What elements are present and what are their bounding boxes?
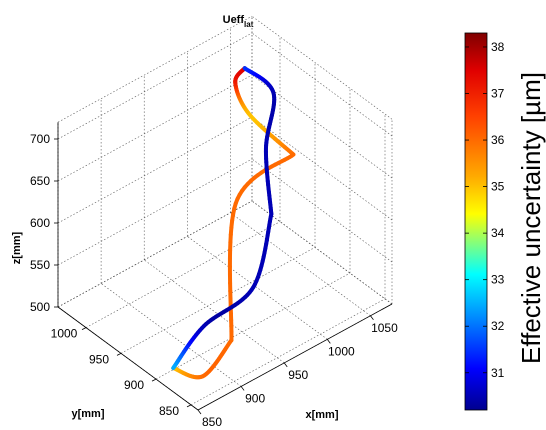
x-tick-mark: [370, 315, 374, 321]
y-tick-label: 1000: [51, 327, 78, 341]
y-tick-label: 950: [89, 352, 109, 366]
floor-grid-line: [85, 221, 281, 328]
x-tick-mark: [327, 339, 331, 344]
wall-grid-line: [57, 74, 253, 182]
y-tick-mark: [116, 352, 122, 356]
x-axis-line: [197, 303, 393, 411]
wall-grid-line: [57, 32, 253, 140]
colorbar-ticks: 31 32 33 34 35 36 37 38: [465, 40, 505, 380]
floor-grid-line: [100, 283, 242, 387]
wall-grid-line: [251, 32, 393, 137]
x-tick-label: 1000: [328, 344, 355, 358]
z-axis-label: z[mm]: [11, 231, 23, 264]
floor-grid-line: [57, 200, 253, 308]
colorbar-tick-label: 31: [491, 366, 505, 380]
wall-grid-line: [57, 200, 253, 308]
colorbar-tick-label: 33: [491, 273, 505, 287]
wall-grid-line: [57, 15, 253, 123]
colorbar-tick-label: 38: [491, 40, 505, 54]
y-tick-mark: [81, 327, 87, 330]
colorbar-tick-label: 35: [491, 180, 505, 194]
colorbar-label: Effective uncertainty [µm]: [516, 72, 546, 364]
curve-segment-4: [171, 364, 177, 370]
x-tick-mark: [197, 409, 202, 415]
z-tick-label: 650: [30, 174, 50, 188]
wall-grid-line: [251, 116, 393, 221]
y-tick-mark: [151, 378, 157, 382]
z-tick-label: 500: [30, 300, 50, 314]
wall-grid-line: [57, 200, 253, 308]
x-tick-label: 900: [245, 391, 265, 405]
x-tick-mark: [283, 362, 288, 368]
axes-frame: [54, 122, 393, 415]
y-tick-label: 850: [159, 404, 179, 418]
colorbar-tick-label: 34: [491, 226, 505, 240]
z-tick-label: 600: [30, 216, 50, 230]
uncertainty-curve: [171, 66, 296, 380]
colorbar-tick-label: 37: [491, 87, 505, 101]
tick-labels: 8509009501000105085090095010005005506006…: [30, 132, 398, 429]
colorbar-tick-label: 36: [491, 133, 505, 147]
wall-grid-line: [251, 158, 393, 263]
x-axis-label: x[mm]: [305, 409, 338, 421]
wall-grid-line: [57, 116, 253, 224]
y-axis-line: [57, 306, 199, 411]
chart-title-main: Ueff: [223, 14, 245, 26]
floor-grid-line: [187, 236, 328, 340]
z-tick-label: 700: [30, 132, 50, 146]
x-tick-label: 1050: [371, 321, 398, 335]
chart-title-sub: lat: [244, 20, 254, 29]
colorbar: [464, 32, 488, 411]
y-tick-mark: [186, 404, 192, 408]
wall-grid-line: [251, 74, 393, 179]
x-tick-label: 850: [202, 415, 222, 429]
floor-grid-line: [120, 247, 316, 354]
z-tick-label: 550: [30, 258, 50, 272]
wall-grid-line: [251, 200, 393, 305]
wall-grid-line: [57, 158, 253, 266]
floor-grid-line: [144, 259, 285, 364]
x-tick-label: 950: [288, 368, 308, 382]
x-tick-mark: [240, 386, 245, 391]
y-tick-label: 900: [124, 378, 144, 392]
colorbar-tick-label: 32: [491, 319, 505, 333]
wall-grid-line: [251, 15, 393, 120]
floor-grid-line: [230, 212, 371, 317]
y-axis-label: y[mm]: [71, 408, 104, 420]
chart-title: Uefflat: [223, 14, 254, 29]
